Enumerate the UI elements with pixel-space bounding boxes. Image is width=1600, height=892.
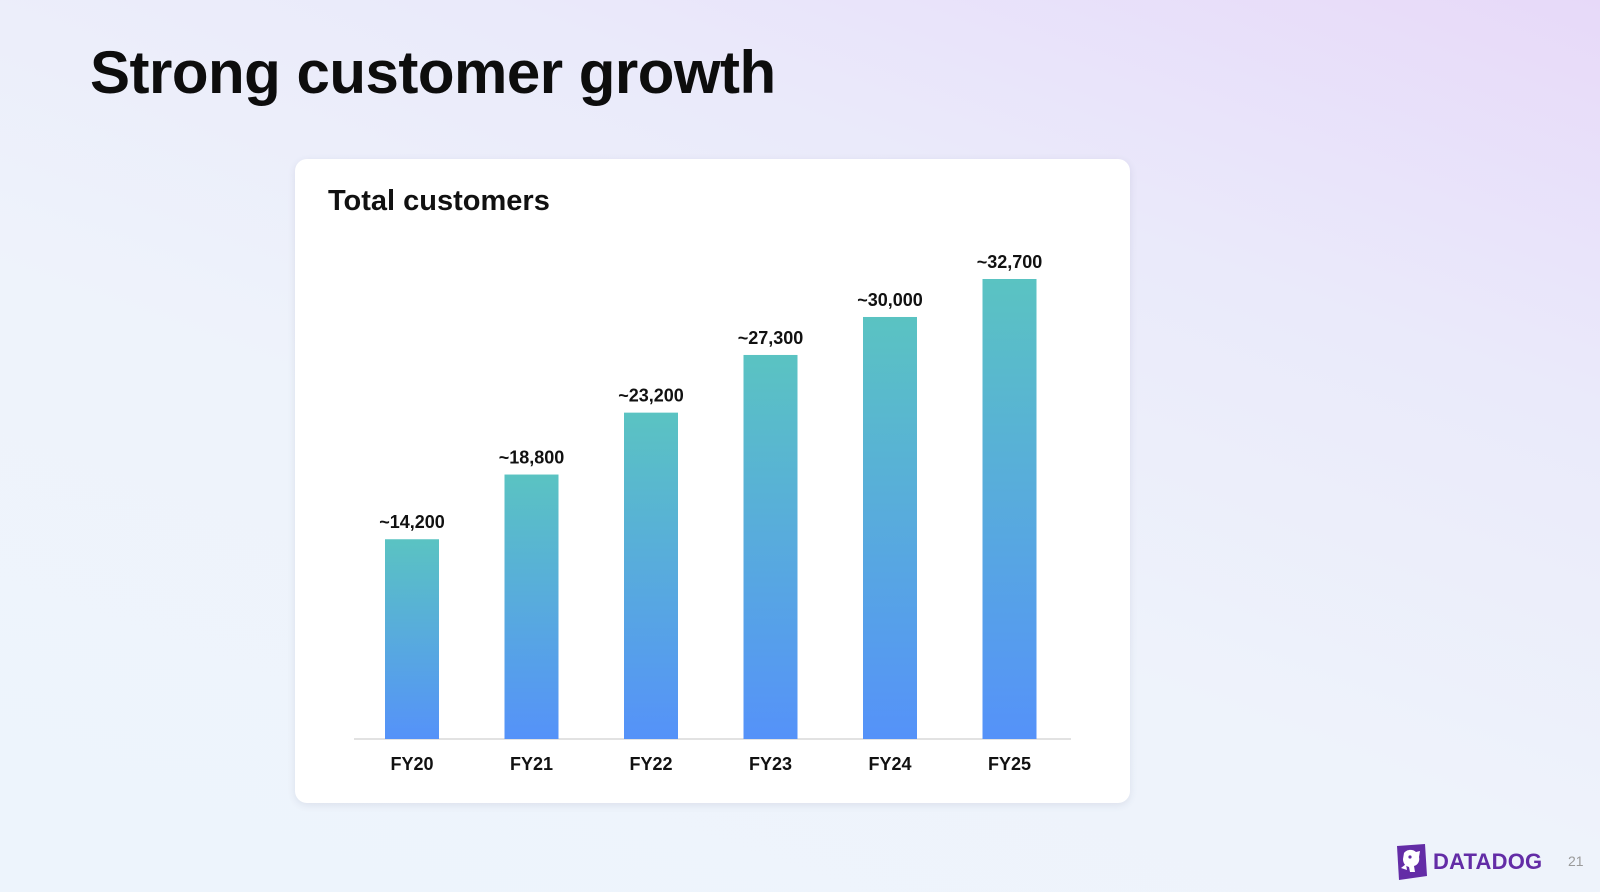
- bar-fy24: [863, 316, 917, 739]
- x-tick-label-fy22: FY22: [629, 754, 672, 774]
- x-tick-label-fy21: FY21: [510, 754, 553, 774]
- page-number: 21: [1568, 853, 1584, 869]
- bar-fy22: [624, 412, 678, 739]
- slide-title: Strong customer growth: [90, 39, 776, 106]
- data-label-fy21: ~18,800: [499, 448, 565, 468]
- chart-title: Total customers: [328, 185, 550, 217]
- x-tick-label-fy25: FY25: [988, 754, 1031, 774]
- data-label-fy23: ~27,300: [738, 328, 804, 348]
- chart-card: Total customers ~14,200 FY20 ~18,800 FY21 ~2…: [295, 159, 1130, 803]
- bar-fy23: [743, 354, 798, 739]
- bar-fy25: [982, 279, 1037, 739]
- x-tick-label-fy24: FY24: [868, 754, 911, 774]
- data-label-fy24: ~30,000: [857, 290, 923, 310]
- logo-wordmark: DATADOG: [1433, 849, 1543, 874]
- data-label-fy20: ~14,200: [379, 512, 445, 532]
- datadog-logo: DATADOG: [1393, 843, 1542, 881]
- x-tick-label-fy23: FY23: [749, 754, 792, 774]
- data-label-fy22: ~23,200: [618, 386, 684, 406]
- bar-chart: ~14,200 FY20 ~18,800 FY21 ~23,200 FY22 ~27,300…: [354, 252, 1071, 774]
- x-tick-label-fy20: FY20: [390, 754, 433, 774]
- data-label-fy25: ~32,700: [977, 252, 1043, 272]
- datadog-dog-icon: [1397, 844, 1427, 880]
- bar-fy21: [504, 474, 559, 739]
- bar-fy20: [385, 539, 439, 739]
